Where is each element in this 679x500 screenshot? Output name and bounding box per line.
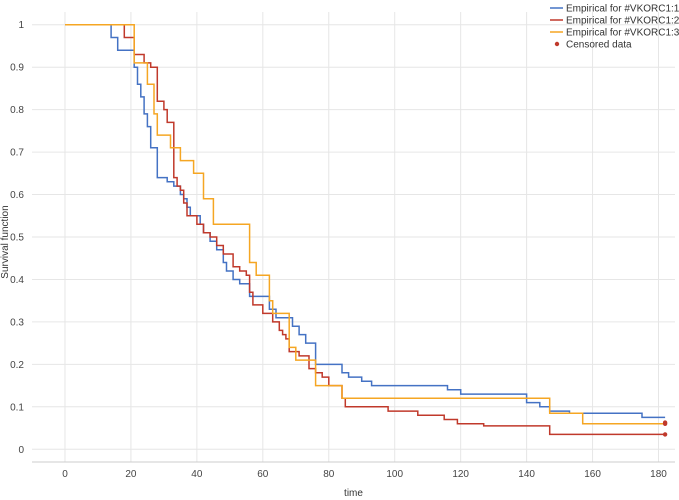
x-tick-label: 80: [323, 469, 335, 480]
y-tick-label: 0.6: [10, 190, 24, 201]
y-tick-label: 0.5: [10, 233, 24, 244]
legend-label-vkorc1-1: Empirical for #VKORC1:1: [566, 4, 679, 15]
y-axis-title: Survival function: [0, 205, 11, 278]
y-tick-label: 0.7: [10, 148, 24, 159]
y-tick-label: 0.9: [10, 63, 24, 74]
censored-point: [662, 421, 668, 426]
legend[interactable]: Empirical for #VKORC1:1 Empirical for #V…: [550, 4, 679, 51]
legend-item-censored[interactable]: Censored data: [554, 40, 632, 51]
x-tick-label: 140: [518, 469, 535, 480]
y-tick-label: 0.3: [10, 317, 24, 328]
x-tick-label: 160: [584, 469, 601, 480]
x-tick-label: 20: [125, 469, 137, 480]
censored-markers: [662, 420, 668, 437]
y-tick-label: 0.1: [10, 402, 24, 413]
y-tick-label: 0.2: [10, 360, 24, 371]
legend-swatch-censored: [554, 41, 560, 47]
x-axis-title: time: [344, 488, 363, 499]
series-line-1: [65, 23, 666, 419]
x-tick-label: 100: [386, 469, 403, 480]
legend-item-vkorc1-1[interactable]: Empirical for #VKORC1:1: [550, 4, 679, 15]
legend-label-vkorc1-3: Empirical for #VKORC1:3: [566, 28, 679, 39]
x-tick-label: 180: [650, 469, 667, 480]
series-line-3: [65, 23, 666, 425]
y-gridlines: [32, 24, 675, 450]
legend-item-vkorc1-3[interactable]: Empirical for #VKORC1:3: [550, 28, 679, 39]
y-tick-label: 0: [18, 445, 24, 456]
y-tick-label: 0.4: [10, 275, 24, 286]
series-layer: [65, 23, 666, 436]
x-tick-labels: 0 20 40 60 80 100 120 140 160 180: [62, 469, 667, 480]
x-tick-label: 60: [257, 469, 269, 480]
legend-label-vkorc1-2: Empirical for #VKORC1:2: [566, 16, 679, 27]
x-tick-label: 0: [62, 469, 68, 480]
series-line-2: [65, 23, 666, 436]
x-tick-label: 40: [191, 469, 203, 480]
x-tick-label: 120: [452, 469, 469, 480]
censored-point: [662, 432, 668, 437]
y-tick-labels: 0 0.1 0.2 0.3 0.4 0.5 0.6 0.7 0.8 0.9 1: [10, 20, 24, 456]
legend-item-vkorc1-2[interactable]: Empirical for #VKORC1:2: [550, 16, 679, 27]
legend-label-censored: Censored data: [566, 40, 632, 51]
y-tick-label: 0.8: [10, 105, 24, 116]
y-tick-label: 1: [18, 20, 24, 31]
